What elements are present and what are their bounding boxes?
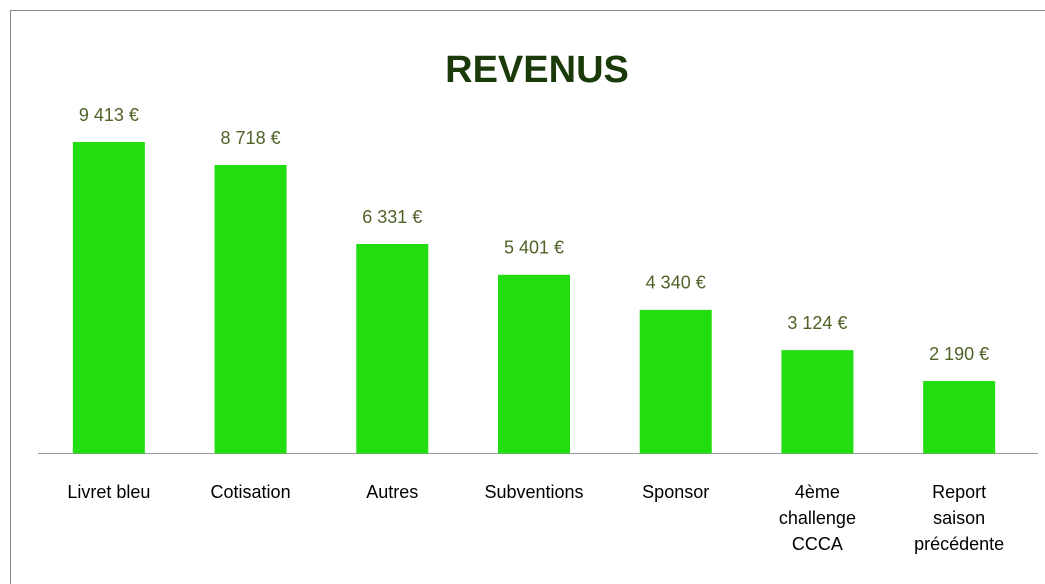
chart-title: REVENUS	[445, 49, 629, 91]
value-label: 5 401 €	[504, 238, 564, 258]
value-label: 9 413 €	[79, 105, 139, 125]
value-label: 4 340 €	[646, 273, 706, 293]
x-tick-label: Report saison précédente	[914, 482, 1005, 554]
value-label: 8 718 €	[221, 128, 281, 148]
x-tick-label: Livret bleu	[67, 482, 151, 502]
value-label: 6 331 €	[362, 207, 422, 227]
x-tick-label: Autres	[366, 482, 419, 502]
bar	[923, 381, 996, 454]
x-tick-label: Cotisation	[210, 482, 291, 502]
bar	[498, 274, 570, 454]
bar	[781, 350, 854, 454]
value-label: 2 190 €	[929, 344, 989, 364]
bar	[72, 142, 145, 454]
x-tick-label: Subventions	[484, 482, 584, 502]
x-tick-label: 4ème challenge CCCA	[778, 482, 856, 554]
bar	[214, 165, 287, 454]
value-label: 3 124 €	[787, 313, 847, 333]
x-tick-label: Sponsor	[642, 482, 710, 502]
bar	[639, 309, 712, 454]
bar	[356, 244, 429, 454]
